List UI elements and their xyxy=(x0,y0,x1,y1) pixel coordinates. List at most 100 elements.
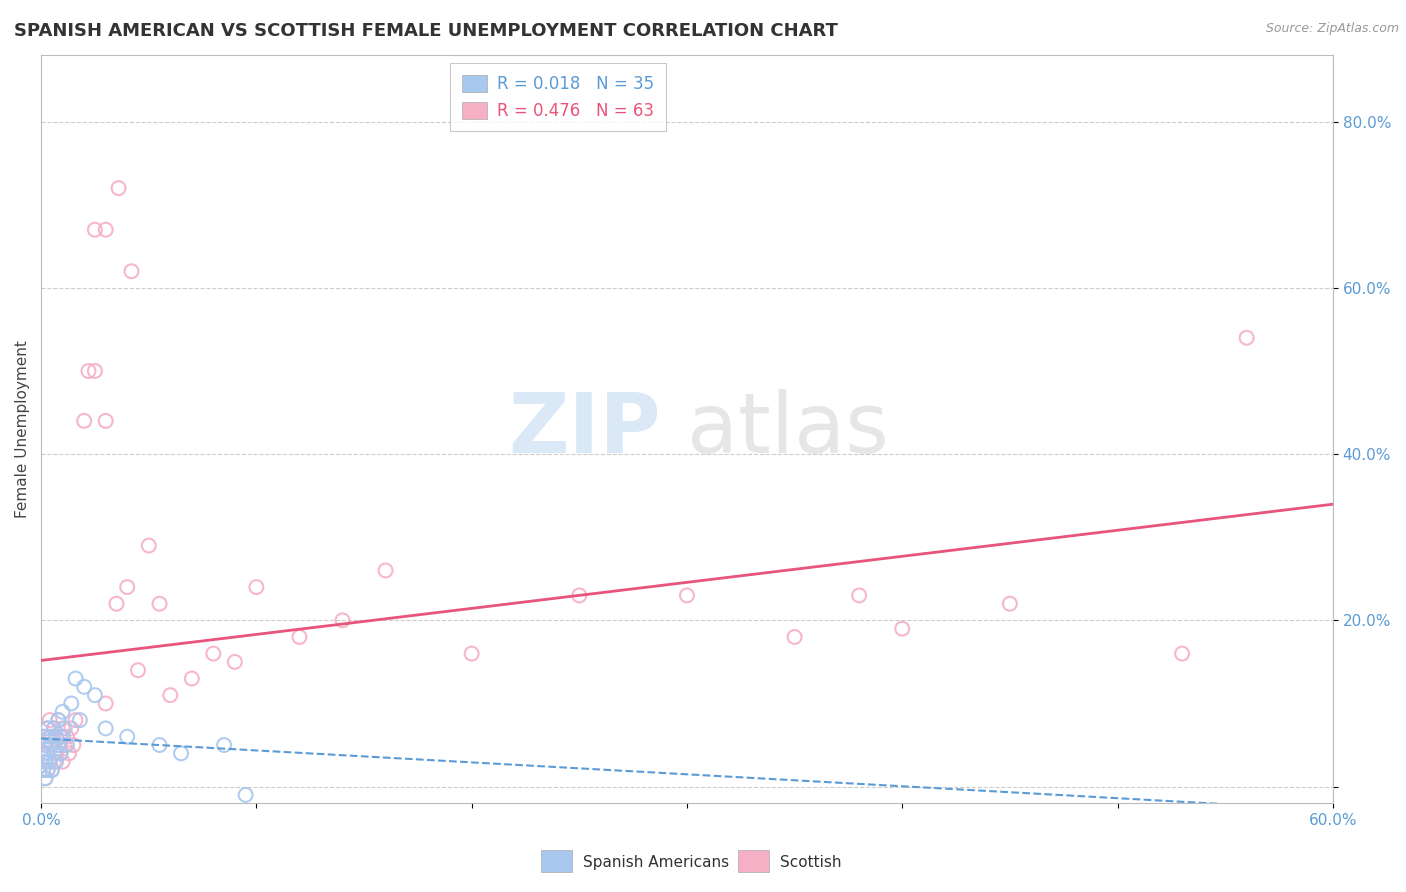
Point xyxy=(73,680,96,694)
Point xyxy=(34,755,56,769)
Point xyxy=(41,763,63,777)
Point xyxy=(65,713,87,727)
Text: Source: ZipAtlas.com: Source: ZipAtlas.com xyxy=(1265,22,1399,36)
Point xyxy=(46,713,69,727)
Point xyxy=(56,738,79,752)
Point xyxy=(159,688,181,702)
Point xyxy=(84,688,107,702)
Point xyxy=(73,414,96,428)
Point xyxy=(42,747,65,761)
Point xyxy=(37,763,59,777)
Point xyxy=(170,747,193,761)
Point xyxy=(45,755,67,769)
Point xyxy=(848,589,870,603)
Point xyxy=(34,772,56,786)
Point xyxy=(94,722,117,736)
Point xyxy=(121,264,143,278)
Point xyxy=(568,589,591,603)
Point xyxy=(34,738,56,752)
Point xyxy=(94,223,117,237)
Point xyxy=(84,364,107,378)
Point xyxy=(37,722,59,736)
Point xyxy=(52,722,75,736)
Point xyxy=(32,747,55,761)
Point xyxy=(45,747,67,761)
Point xyxy=(42,722,65,736)
Point xyxy=(32,747,55,761)
Point xyxy=(1171,647,1194,661)
Point xyxy=(62,738,84,752)
Point xyxy=(288,630,311,644)
Point xyxy=(56,730,79,744)
Text: SPANISH AMERICAN VS SCOTTISH FEMALE UNEMPLOYMENT CORRELATION CHART: SPANISH AMERICAN VS SCOTTISH FEMALE UNEM… xyxy=(14,22,838,40)
Point xyxy=(180,672,202,686)
Point xyxy=(107,181,129,195)
Point xyxy=(42,722,65,736)
Point xyxy=(32,763,55,777)
Point xyxy=(41,738,63,752)
Point xyxy=(202,647,225,661)
Point xyxy=(891,622,914,636)
Point xyxy=(94,414,117,428)
Point xyxy=(1236,331,1258,345)
Point xyxy=(138,539,160,553)
Point xyxy=(46,713,69,727)
Point xyxy=(45,730,67,744)
Point xyxy=(224,655,246,669)
Point xyxy=(69,713,91,727)
Point xyxy=(65,672,87,686)
Point xyxy=(94,697,117,711)
Text: ZIP: ZIP xyxy=(509,389,661,470)
Point xyxy=(332,613,354,627)
Point xyxy=(60,697,83,711)
Text: Spanish Americans: Spanish Americans xyxy=(583,855,730,870)
Point xyxy=(53,722,76,736)
Text: Scottish: Scottish xyxy=(780,855,842,870)
Point xyxy=(38,738,60,752)
Point xyxy=(37,747,59,761)
Point xyxy=(32,730,55,744)
Point xyxy=(38,755,60,769)
Point xyxy=(148,597,170,611)
Point xyxy=(34,772,56,786)
Point xyxy=(46,738,69,752)
Point xyxy=(49,730,72,744)
Point xyxy=(42,755,65,769)
Point xyxy=(41,763,63,777)
Point xyxy=(46,738,69,752)
Point xyxy=(53,738,76,752)
Point xyxy=(460,647,482,661)
Point xyxy=(127,663,149,677)
Point xyxy=(783,630,806,644)
Point xyxy=(34,738,56,752)
Point xyxy=(374,564,396,578)
Point xyxy=(38,755,60,769)
Point xyxy=(49,747,72,761)
Point xyxy=(115,580,138,594)
Point xyxy=(37,747,59,761)
Point xyxy=(676,589,699,603)
Point xyxy=(49,747,72,761)
Point xyxy=(45,730,67,744)
Point xyxy=(37,722,59,736)
Point xyxy=(32,730,55,744)
Legend: R = 0.018   N = 35, R = 0.476   N = 63: R = 0.018 N = 35, R = 0.476 N = 63 xyxy=(450,63,665,131)
Point xyxy=(52,705,75,719)
Point xyxy=(38,713,60,727)
Point xyxy=(77,364,100,378)
Point xyxy=(52,730,75,744)
Point xyxy=(38,730,60,744)
Point xyxy=(34,755,56,769)
Point xyxy=(32,763,55,777)
Point xyxy=(148,738,170,752)
Point xyxy=(245,580,267,594)
Point xyxy=(84,223,107,237)
Text: atlas: atlas xyxy=(688,389,889,470)
Point xyxy=(115,730,138,744)
Point xyxy=(212,738,235,752)
Y-axis label: Female Unemployment: Female Unemployment xyxy=(15,340,30,518)
Point xyxy=(41,730,63,744)
Point xyxy=(998,597,1021,611)
Point xyxy=(58,747,80,761)
Point xyxy=(105,597,128,611)
